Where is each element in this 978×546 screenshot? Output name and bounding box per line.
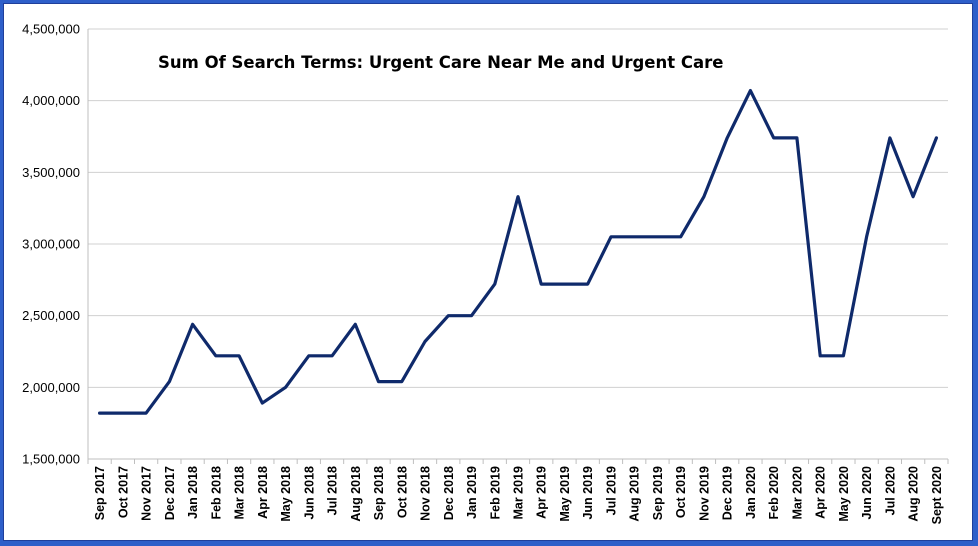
x-tick-label: Oct 2018 xyxy=(395,466,409,518)
x-tick-label: Dec 2019 xyxy=(721,466,735,520)
x-tick-label: Apr 2020 xyxy=(814,466,828,519)
x-axis-tick-labels: Sep 2017 Oct 2017 Nov 2017 Dec 2017 Jan 2018… xyxy=(93,466,944,524)
x-tick-label: Mar 2020 xyxy=(790,466,804,520)
x-tick-label: Jan 2018 xyxy=(186,466,200,519)
x-tick-label: Dec 2017 xyxy=(163,466,177,520)
axes xyxy=(87,29,949,464)
x-tick-label: Aug 2020 xyxy=(907,466,921,522)
x-tick-label: Nov 2017 xyxy=(140,466,154,521)
x-tick-label: Apr 2019 xyxy=(535,466,549,519)
x-tick-label: Apr 2018 xyxy=(256,466,270,519)
y-tick-label: 4,500,000 xyxy=(22,22,80,37)
x-tick-label: Sep 2018 xyxy=(372,466,386,520)
x-tick-label: Oct 2017 xyxy=(116,466,130,518)
y-tick-label: 1,500,000 xyxy=(22,452,80,467)
x-tick-label: Sep 2017 xyxy=(93,466,107,520)
x-tick-label: Jul 2018 xyxy=(326,466,340,515)
y-tick-label: 2,500,000 xyxy=(22,308,80,323)
gridlines xyxy=(88,28,948,388)
x-tick-label: Dec 2018 xyxy=(442,466,456,520)
x-tick-label: Sep 2019 xyxy=(651,466,665,520)
x-tick-label: Jun 2019 xyxy=(581,466,595,520)
y-tick-label: 3,000,000 xyxy=(22,237,80,252)
x-tick-label: Jun 2020 xyxy=(860,466,874,520)
x-tick-label: Sept 2020 xyxy=(930,466,944,524)
x-tick-label: May 2019 xyxy=(558,466,572,522)
x-tick-label: Oct 2019 xyxy=(674,466,688,518)
x-tick-label: May 2018 xyxy=(279,466,293,522)
x-tick-label: Jul 2019 xyxy=(604,466,618,515)
x-tick-label: Mar 2018 xyxy=(233,466,247,520)
x-tick-label: Mar 2019 xyxy=(512,466,526,520)
chart-title: Sum Of Search Terms: Urgent Care Near Me… xyxy=(158,53,723,72)
x-tick-label: Jul 2020 xyxy=(883,466,897,515)
x-tick-label: Jan 2019 xyxy=(465,466,479,519)
x-tick-label: Feb 2019 xyxy=(488,466,502,520)
x-tick-label: Jun 2018 xyxy=(302,466,316,520)
y-axis-tick-labels: 1,500,000 2,000,000 2,500,000 3,000,000 3,50… xyxy=(22,22,80,467)
x-tick-label: Feb 2020 xyxy=(767,466,781,520)
x-tick-label: Aug 2019 xyxy=(628,466,642,522)
y-tick-label: 2,000,000 xyxy=(22,380,80,395)
x-tick-label: Aug 2018 xyxy=(349,466,363,522)
series xyxy=(97,88,939,415)
y-tick-label: 4,000,000 xyxy=(22,93,80,108)
y-tick-label: 3,500,000 xyxy=(22,165,80,180)
x-tick-label: Jan 2020 xyxy=(744,466,758,519)
x-tick-label: May 2020 xyxy=(837,466,851,522)
series-line xyxy=(97,88,939,415)
x-tick-label: Nov 2019 xyxy=(697,466,711,521)
x-tick-label: Nov 2018 xyxy=(419,466,433,521)
x-tick-label: Feb 2018 xyxy=(209,466,223,520)
